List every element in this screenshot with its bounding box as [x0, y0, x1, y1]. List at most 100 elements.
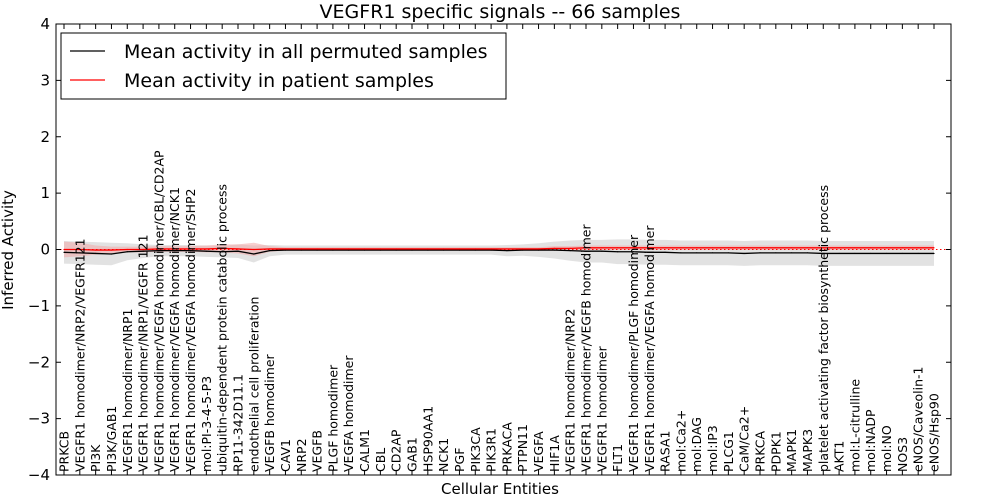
series-1-point-49	[838, 247, 840, 249]
y-tick-label: 3	[40, 71, 50, 89]
series-1-point-39	[680, 247, 682, 249]
x-tick-label: PLCG1	[721, 431, 736, 472]
series-1-point-10	[221, 247, 223, 249]
series-1-point-6	[158, 248, 160, 250]
series-1-point-52	[885, 247, 888, 249]
series-0-point-1	[79, 252, 81, 254]
x-tick-label: GAB1	[405, 437, 420, 472]
series-0-point-49	[838, 252, 840, 255]
series-0-point-24	[443, 249, 445, 251]
series-0-point-48	[822, 252, 824, 255]
x-tick-label: PRKACA	[499, 422, 514, 472]
series-1-point-43	[743, 247, 745, 249]
y-tick-label: 4	[40, 15, 50, 33]
x-tick-label: VEGFR1 homodimer/PLGF homodimer	[626, 234, 641, 472]
series-0-point-42	[727, 252, 729, 254]
series-1-point-24	[443, 248, 445, 250]
series-1-point-33	[585, 247, 587, 249]
series-0-point-28	[506, 250, 508, 252]
series-0-point-6	[158, 250, 160, 252]
x-tick-label: mol:NADP	[863, 409, 878, 472]
series-1-point-27	[490, 248, 492, 250]
x-tick-label: PGF	[452, 448, 467, 472]
series-0-point-55	[933, 252, 935, 255]
series-1-point-15	[300, 248, 302, 250]
y-tick-label: −1	[28, 297, 50, 315]
x-axis: PRKCB VEGFR1 homodimer/NRP2/VEGFR121 PI3K P…	[57, 24, 942, 475]
x-tick-label: mol:DAG	[689, 417, 704, 472]
series-0-point-39	[680, 252, 682, 254]
x-tick-label: NRP2	[294, 438, 309, 472]
series-0-point-30	[537, 249, 540, 251]
x-tick-label: eNOS/Hsp90	[927, 393, 942, 472]
series-0-point-14	[284, 249, 287, 251]
series-0-point-8	[189, 250, 192, 252]
x-tick-label: VEGFR1 homodimer/VEGFA homodimer/CBL/CD2…	[151, 150, 166, 472]
series-1-point-53	[901, 247, 903, 249]
series-1-point-46	[791, 247, 793, 249]
series-1-point-9	[205, 248, 207, 250]
legend-label-patient: Mean activity in patient samples	[124, 70, 434, 92]
series-1-point-18	[348, 248, 350, 250]
series-0-point-21	[395, 249, 397, 251]
x-tick-label: platelet activating factor biosynthetic …	[816, 185, 831, 472]
x-tick-label: AKT1	[832, 441, 847, 472]
series-1-point-22	[411, 248, 413, 250]
x-tick-label: HIF1A	[547, 435, 562, 472]
series-1-point-40	[696, 247, 698, 249]
series-1-point-51	[870, 247, 872, 249]
series-0-point-38	[664, 251, 666, 253]
x-tick-label: PRKCB	[57, 431, 72, 472]
series-0-point-10	[221, 251, 223, 253]
series-1-point-19	[363, 248, 366, 250]
x-tick-label: RP11-342D11.1	[231, 374, 246, 472]
series-1-point-14	[284, 248, 287, 250]
x-tick-label: VEGFR1 homodimer	[594, 345, 609, 472]
x-tick-label: PRKCA	[753, 431, 768, 472]
series-1-point-17	[332, 248, 334, 250]
plot-area	[56, 239, 951, 266]
series-1-point-31	[553, 247, 555, 249]
x-tick-label: CALM1	[357, 429, 372, 472]
y-tick-label: 0	[40, 241, 50, 259]
series-1-point-47	[806, 247, 809, 249]
series-1-point-12	[253, 248, 255, 251]
x-tick-label: mol:NO	[879, 425, 894, 472]
series-0-point-22	[411, 249, 413, 251]
y-axis-label: Inferred Activity	[0, 190, 17, 310]
series-0-point-31	[553, 249, 555, 251]
x-tick-label: mol:IP3	[705, 425, 720, 472]
series-1-point-42	[727, 247, 729, 249]
series-0-point-34	[601, 250, 603, 252]
series-1-point-37	[648, 247, 650, 249]
series-0-point-4	[126, 251, 128, 253]
x-tick-label: VEGFR1 homodimer/NRP2/VEGFR121	[72, 238, 87, 472]
series-0-point-29	[522, 249, 524, 251]
x-tick-label: VEGFR1 homodimer/NRP2	[563, 309, 578, 472]
series-1-point-54	[917, 247, 919, 249]
x-tick-label: CaM/Ca2+	[737, 406, 752, 472]
series-1-point-13	[269, 248, 271, 250]
x-tick-label: mol:PI-3-4-5-P3	[199, 376, 214, 472]
series-1-point-30	[537, 248, 540, 250]
series-1-point-1	[79, 248, 81, 251]
series-0-point-50	[854, 252, 856, 255]
series-1-point-21	[395, 248, 397, 250]
series-1-point-41	[711, 247, 714, 249]
x-tick-label: PI3K	[88, 444, 103, 472]
x-tick-label: CD2AP	[389, 429, 404, 472]
series-0-point-2	[95, 252, 97, 255]
series-1-point-29	[522, 248, 524, 250]
series-1-point-20	[379, 248, 381, 250]
series-1-point-11	[237, 248, 239, 250]
series-0-point-20	[379, 249, 381, 251]
x-tick-label: VEGFB homodimer	[262, 353, 277, 472]
legend-label-permuted: Mean activity in all permuted samples	[124, 41, 487, 63]
series-0-point-54	[917, 252, 919, 255]
y-tick-label: −4	[28, 466, 50, 484]
x-tick-label: VEGFR1 homodimer/VEGFA homodimer/SHP2	[183, 188, 198, 472]
series-0-point-19	[363, 249, 366, 251]
x-tick-label: VEGFB	[310, 430, 325, 472]
series-0-point-18	[348, 249, 350, 251]
series-1-point-16	[316, 248, 318, 250]
